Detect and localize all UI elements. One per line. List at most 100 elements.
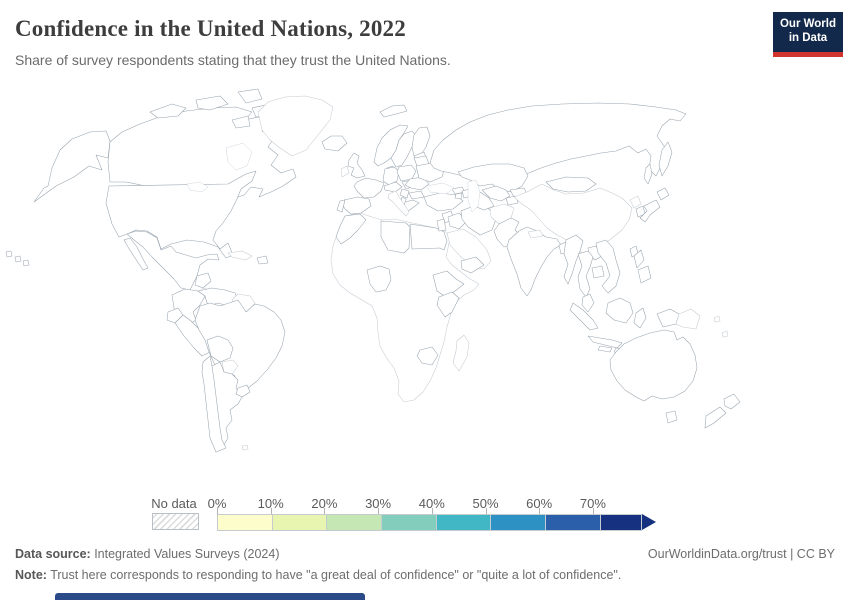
country-russia-kamchatka[interactable]	[658, 141, 673, 177]
country-pacific-islands[interactable]	[713, 315, 721, 323]
country-libya[interactable]	[380, 220, 411, 254]
country-hawaii-2[interactable]	[14, 255, 22, 263]
country-norway[interactable]	[373, 124, 409, 167]
country-canada-island-5[interactable]	[231, 115, 251, 129]
country-morocco[interactable]	[335, 213, 367, 245]
country-spain[interactable]	[341, 196, 372, 215]
country-china[interactable]	[513, 183, 633, 254]
country-finland[interactable]	[411, 126, 431, 157]
owid-logo[interactable]: Our World in Data	[773, 12, 843, 57]
country-new-zealand-north[interactable]	[723, 393, 741, 410]
country-saudi-arabia[interactable]	[446, 228, 492, 270]
country-indonesia-papua[interactable]	[656, 308, 680, 328]
country-indonesia-java[interactable]	[587, 335, 623, 349]
country-uruguay[interactable]	[235, 384, 251, 398]
page-subtitle: Share of survey respondents stating that…	[15, 52, 451, 68]
country-australia[interactable]	[609, 329, 698, 402]
country-india[interactable]	[506, 226, 562, 297]
note-label: Note:	[15, 568, 47, 582]
legend-tick: 30%	[365, 496, 392, 511]
country-borneo[interactable]	[605, 297, 634, 324]
country-cuba[interactable]	[227, 250, 253, 261]
country-nigeria[interactable]	[366, 265, 392, 293]
country-svalbard[interactable]	[379, 104, 408, 118]
country-ireland[interactable]	[340, 165, 350, 178]
country-egypt[interactable]	[409, 223, 448, 251]
country-chile[interactable]	[201, 355, 227, 453]
country-italy[interactable]	[387, 190, 410, 217]
country-papua-new-guinea[interactable]	[675, 308, 701, 330]
country-serbia[interactable]	[399, 188, 410, 199]
legend-arrow-tip	[641, 514, 656, 530]
country-vietnam[interactable]	[595, 239, 621, 294]
legend-bin-3[interactable]	[381, 514, 437, 531]
legend-bin-2[interactable]	[326, 514, 383, 531]
country-jordan-israel[interactable]	[436, 218, 447, 232]
no-data-swatch[interactable]	[152, 513, 199, 530]
country-paraguay[interactable]	[221, 359, 239, 375]
country-canada-island-3[interactable]	[237, 88, 263, 104]
country-bolivia[interactable]	[206, 335, 234, 363]
country-usa[interactable]	[105, 170, 257, 259]
legend-tick-mark	[539, 508, 541, 514]
country-tasmania[interactable]	[665, 410, 678, 424]
country-new-zealand-south[interactable]	[704, 406, 727, 429]
country-philippines-luzon[interactable]	[633, 249, 645, 269]
country-armenia[interactable]	[454, 192, 463, 200]
country-pacific-islands-2[interactable]	[721, 330, 729, 338]
legend-bin-5[interactable]	[490, 514, 547, 531]
legend-tick-mark	[324, 508, 326, 514]
country-france[interactable]	[353, 177, 385, 199]
country-philippines-mindanao[interactable]	[637, 265, 652, 284]
legend-bin-7[interactable]	[599, 514, 642, 531]
country-uzbekistan[interactable]	[481, 185, 511, 202]
hudson-bay	[225, 142, 253, 171]
country-greenland[interactable]	[257, 95, 334, 157]
country-canada-island-2[interactable]	[195, 95, 229, 111]
country-yemen[interactable]	[460, 256, 485, 274]
note-text: Trust here corresponds to responding to …	[46, 568, 622, 582]
country-portugal[interactable]	[336, 199, 346, 213]
country-indonesia-lesser-sunda[interactable]	[597, 345, 613, 353]
page-title: Confidence in the United Nations, 2022	[15, 16, 406, 41]
country-hawaii[interactable]	[5, 250, 13, 258]
country-ethiopia[interactable]	[432, 270, 465, 298]
country-mexico[interactable]	[126, 230, 220, 291]
country-myanmar[interactable]	[563, 234, 584, 285]
country-malaysia[interactable]	[581, 293, 595, 313]
country-dominican-republic[interactable]	[256, 255, 269, 265]
country-japan-honshu[interactable]	[639, 199, 661, 223]
country-falklands[interactable]	[241, 444, 249, 451]
country-iceland[interactable]	[321, 135, 348, 152]
country-indonesia-sumatra[interactable]	[569, 302, 599, 331]
country-zimbabwe[interactable]	[416, 346, 439, 366]
country-nepal[interactable]	[527, 229, 544, 239]
country-mongolia[interactable]	[545, 176, 597, 193]
country-guatemala[interactable]	[194, 272, 212, 289]
legend-bin-1[interactable]	[271, 514, 328, 531]
country-bulgaria[interactable]	[408, 190, 425, 200]
legend-bin-0[interactable]	[217, 514, 273, 531]
country-tajikistan[interactable]	[505, 195, 519, 206]
country-indonesia-sulawesi[interactable]	[633, 307, 647, 329]
legend-tick: 0%	[207, 496, 227, 511]
country-czech-austria[interactable]	[383, 181, 403, 193]
country-north-korea[interactable]	[629, 195, 642, 209]
country-uk[interactable]	[347, 152, 366, 179]
country-mexico-baja[interactable]	[123, 237, 149, 271]
legend-bin-6[interactable]	[545, 514, 601, 531]
country-madagascar[interactable]	[452, 334, 470, 372]
country-canada-island-1[interactable]	[149, 103, 187, 119]
country-japan-hokkaido[interactable]	[656, 187, 670, 201]
great-lakes	[186, 181, 209, 193]
country-kenya[interactable]	[436, 291, 460, 318]
legend-bin-4[interactable]	[435, 514, 492, 531]
country-thailand[interactable]	[577, 250, 594, 298]
country-cambodia[interactable]	[591, 265, 605, 279]
country-alaska[interactable]	[33, 130, 111, 203]
timeline-bar[interactable]	[55, 593, 365, 600]
country-russia-sakhalin[interactable]	[643, 163, 653, 185]
country-hawaii-3[interactable]	[22, 259, 30, 267]
owid-link[interactable]: OurWorldinData.org/trust | CC BY	[647, 547, 835, 561]
